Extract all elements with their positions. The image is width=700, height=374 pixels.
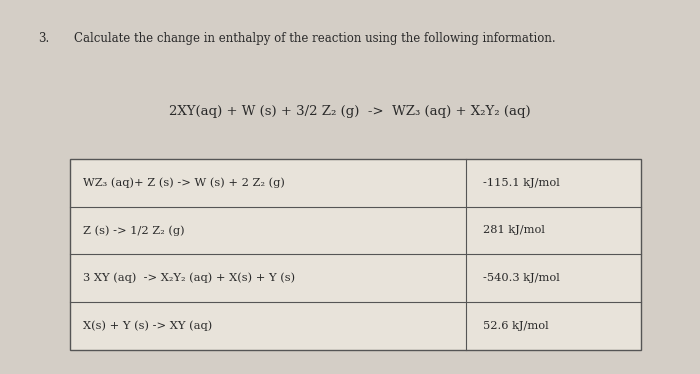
Text: 2XY(aq) + W (s) + 3/2 Z₂ (g)  ->  WZ₃ (aq) + X₂Y₂ (aq): 2XY(aq) + W (s) + 3/2 Z₂ (g) -> WZ₃ (aq)… bbox=[169, 105, 531, 118]
Text: WZ₃ (aq)+ Z (s) -> W (s) + 2 Z₂ (g): WZ₃ (aq)+ Z (s) -> W (s) + 2 Z₂ (g) bbox=[83, 178, 284, 188]
Text: 281 kJ/mol: 281 kJ/mol bbox=[483, 226, 545, 236]
Text: -540.3 kJ/mol: -540.3 kJ/mol bbox=[483, 273, 560, 283]
Text: -115.1 kJ/mol: -115.1 kJ/mol bbox=[483, 178, 560, 188]
Text: 3.: 3. bbox=[38, 32, 50, 45]
Text: 52.6 kJ/mol: 52.6 kJ/mol bbox=[483, 321, 549, 331]
Bar bbox=[70, 159, 640, 350]
Text: Calculate the change in enthalpy of the reaction using the following information: Calculate the change in enthalpy of the … bbox=[74, 32, 555, 45]
Text: Z (s) -> 1/2 Z₂ (g): Z (s) -> 1/2 Z₂ (g) bbox=[83, 225, 184, 236]
Text: X(s) + Y (s) -> XY (aq): X(s) + Y (s) -> XY (aq) bbox=[83, 321, 212, 331]
Text: 3 XY (aq)  -> X₂Y₂ (aq) + X(s) + Y (s): 3 XY (aq) -> X₂Y₂ (aq) + X(s) + Y (s) bbox=[83, 273, 295, 283]
